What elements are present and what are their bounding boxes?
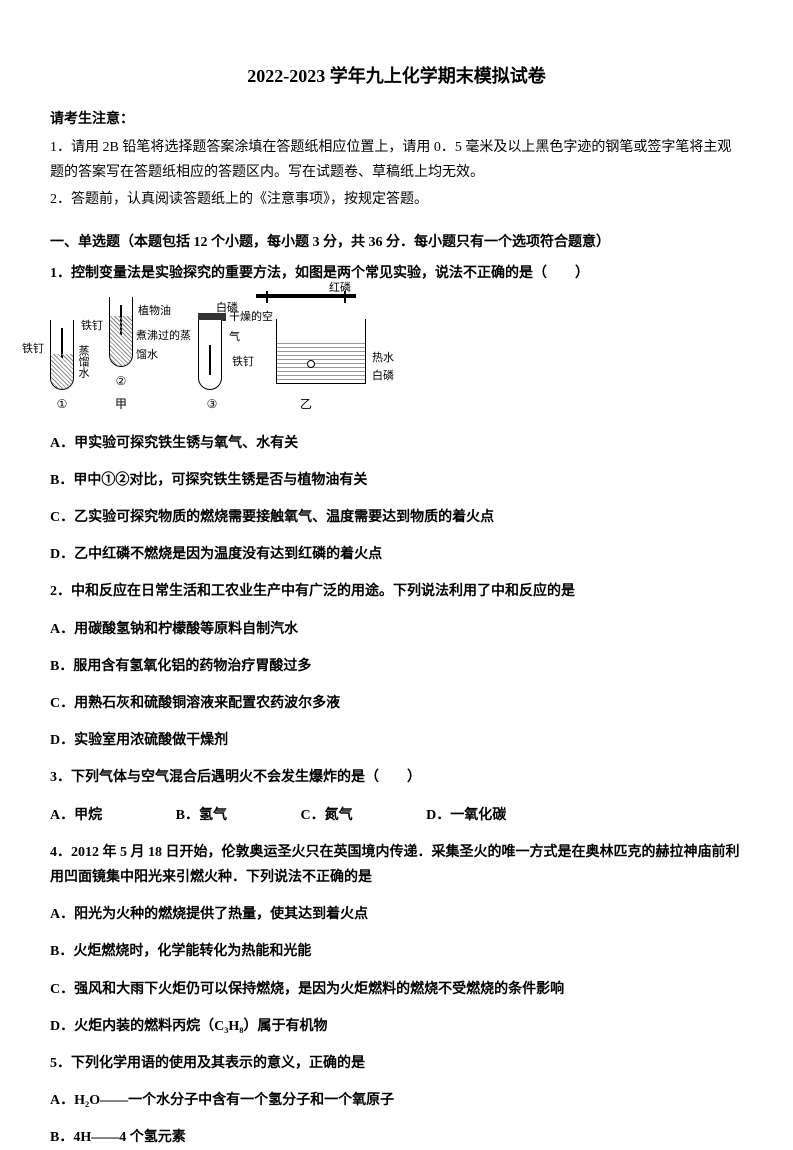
q3-text: 3．下列气体与空气混合后遇明火不会发生爆炸的是（ ）	[50, 765, 743, 790]
notice-line2: 2．答题前，认真阅读答题纸上的《注意事项》，按规定答题。	[50, 187, 743, 212]
q3-optB: B．氢气	[176, 803, 227, 828]
beaker-right1-label: 热水	[372, 349, 394, 369]
q1-optB: B．甲中①②对比，可探究铁生锈是否与植物油有关	[50, 468, 743, 493]
q1-optD: D．乙中红磷不燃烧是因为温度没有达到红磷的着火点	[50, 542, 743, 567]
notice-header: 请考生注意：	[50, 107, 743, 132]
q2-text: 2．中和反应在日常生活和工农业生产中有广泛的用途。下列说法利用了中和反应的是	[50, 579, 743, 604]
q1-diagram: 铁钉 蒸馏水 ① 铁钉 植物油 煮沸过的蒸馏水 ② 甲	[50, 297, 743, 416]
tube2-label-right: 煮沸过的蒸馏水	[136, 327, 191, 367]
q2-optD: D．实验室用浓硫酸做干燥剂	[50, 728, 743, 753]
tube1-label-right: 蒸馏水	[72, 345, 92, 378]
tube-2: 铁钉 植物油 煮沸过的蒸馏水 ② 甲	[109, 297, 133, 416]
q3-options: A．甲烷 B．氢气 C．氮气 D．一氧化碳	[50, 803, 743, 828]
q2-optB: B．服用含有氢氧化铝的药物治疗胃酸过多	[50, 654, 743, 679]
q5-text: 5．下列化学用语的使用及其表示的意义，正确的是	[50, 1051, 743, 1076]
tube2-label-top: 植物油	[138, 302, 171, 322]
beaker-left-label: 白磷	[216, 299, 238, 319]
q4-optD: D．火炬内装的燃料丙烷（C₃H₈）属于有机物	[50, 1014, 743, 1039]
q5-optB: B．4H——4 个氢元素	[50, 1125, 743, 1150]
diagram-group-1: 铁钉 蒸馏水 ① 铁钉 植物油 煮沸过的蒸馏水 ② 甲	[50, 297, 226, 416]
group2-label: 乙	[300, 394, 312, 416]
q1-optA: A．甲实验可探究铁生锈与氧气、水有关	[50, 431, 743, 456]
page-title: 2022-2023 学年九上化学期末模拟试卷	[50, 60, 743, 92]
q3-optD: D．一氧化碳	[426, 803, 506, 828]
q4-optA: A．阳光为火种的燃烧提供了热量，使其达到着火点	[50, 902, 743, 927]
tube3-num: ③	[207, 394, 218, 416]
q3-optA: A．甲烷	[50, 803, 102, 828]
q4-text: 4．2012 年 5 月 18 日开始，伦敦奥运圣火只在英国境内传递．采集圣火的…	[50, 840, 743, 890]
notice-line1: 1．请用 2B 铅笔将选择题答案涂填在答题纸相应位置上，请用 0．5 毫米及以上…	[50, 135, 743, 185]
tube2-label-left: 铁钉	[81, 317, 103, 337]
q4-optC: C．强风和大雨下火炬仍可以保持燃烧，是因为火炬燃料的燃烧不受燃烧的条件影响	[50, 977, 743, 1002]
tube1-label-left: 铁钉	[22, 340, 44, 360]
beaker-right2-label: 白磷	[372, 367, 394, 387]
q2-optA: A．用碳酸氢钠和柠檬酸等原料自制汽水	[50, 617, 743, 642]
group1-label: 甲	[115, 394, 127, 416]
tube1-num: ①	[57, 394, 68, 416]
tube-1: 铁钉 蒸馏水 ①	[50, 320, 74, 416]
q1-text: 1．控制变量法是实验探究的重要方法，如图是两个常见实验，说法不正确的是（ ）	[50, 261, 743, 286]
section-header: 一、单选题（本题包括 12 个小题，每小题 3 分，共 36 分．每小题只有一个…	[50, 230, 743, 255]
q4-optB: B．火炬燃烧时，化学能转化为热能和光能	[50, 939, 743, 964]
q2-optC: C．用熟石灰和硫酸铜溶液来配置农药波尔多液	[50, 691, 743, 716]
tube2-num: ②	[116, 371, 127, 393]
tube-3: 干燥的空气 铁钉 ③	[198, 313, 226, 416]
q3-optC: C．氮气	[300, 803, 352, 828]
beaker-wrapper: 红磷 白磷 热水 白磷 乙	[246, 319, 366, 416]
q1-optC: C．乙实验可探究物质的燃烧需要接触氧气、温度需要达到物质的着火点	[50, 505, 743, 530]
q5-optA: A．H₂O——一个水分子中含有一个氢分子和一个氧原子	[50, 1088, 743, 1113]
